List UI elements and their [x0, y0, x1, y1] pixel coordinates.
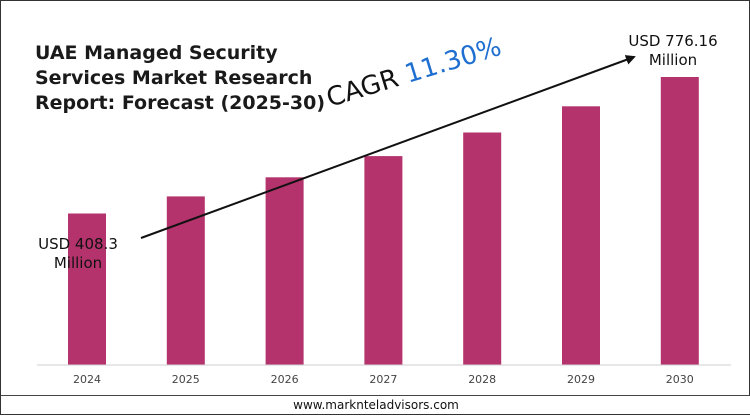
bar-2027	[364, 156, 403, 365]
chart-title-line-3: Report: Forecast (2025-30)	[35, 92, 326, 114]
bar-2028	[463, 132, 502, 365]
bar-series	[68, 77, 699, 366]
x-tick-label: 2027	[369, 373, 397, 386]
x-axis-tick-labels: 2024 2025 2026 2027 2028 2029 2030	[73, 373, 694, 386]
start-value-line-2: Million	[53, 254, 103, 272]
bar-2026	[265, 177, 304, 365]
bar-2029	[562, 106, 600, 366]
x-tick-label: 2024	[73, 373, 101, 386]
start-value-label: USD 408.3 Million	[23, 235, 133, 273]
bar-2024	[68, 213, 106, 365]
chart-title: UAE Managed Security Services Market Res…	[35, 41, 335, 116]
x-tick-label: 2029	[567, 373, 595, 386]
start-value-line-1: USD 408.3	[38, 235, 118, 253]
x-tick-label: 2030	[666, 373, 694, 386]
chart-title-line-1: UAE Managed Security	[35, 42, 278, 64]
chart-title-line-2: Services Market Research	[35, 67, 313, 89]
growth-trend-arrow	[140, 55, 636, 239]
x-tick-label: 2028	[468, 373, 496, 386]
end-value-line-1: USD 776.16	[628, 32, 718, 50]
bar-2025	[166, 196, 205, 365]
footer-website: www.marknteladvisors.com	[1, 395, 750, 414]
x-tick-label: 2025	[172, 373, 200, 386]
x-tick-label: 2026	[271, 373, 299, 386]
end-value-line-2: Million	[648, 51, 698, 69]
bar-2030	[660, 77, 699, 365]
end-value-label: USD 776.16 Million	[613, 32, 733, 70]
